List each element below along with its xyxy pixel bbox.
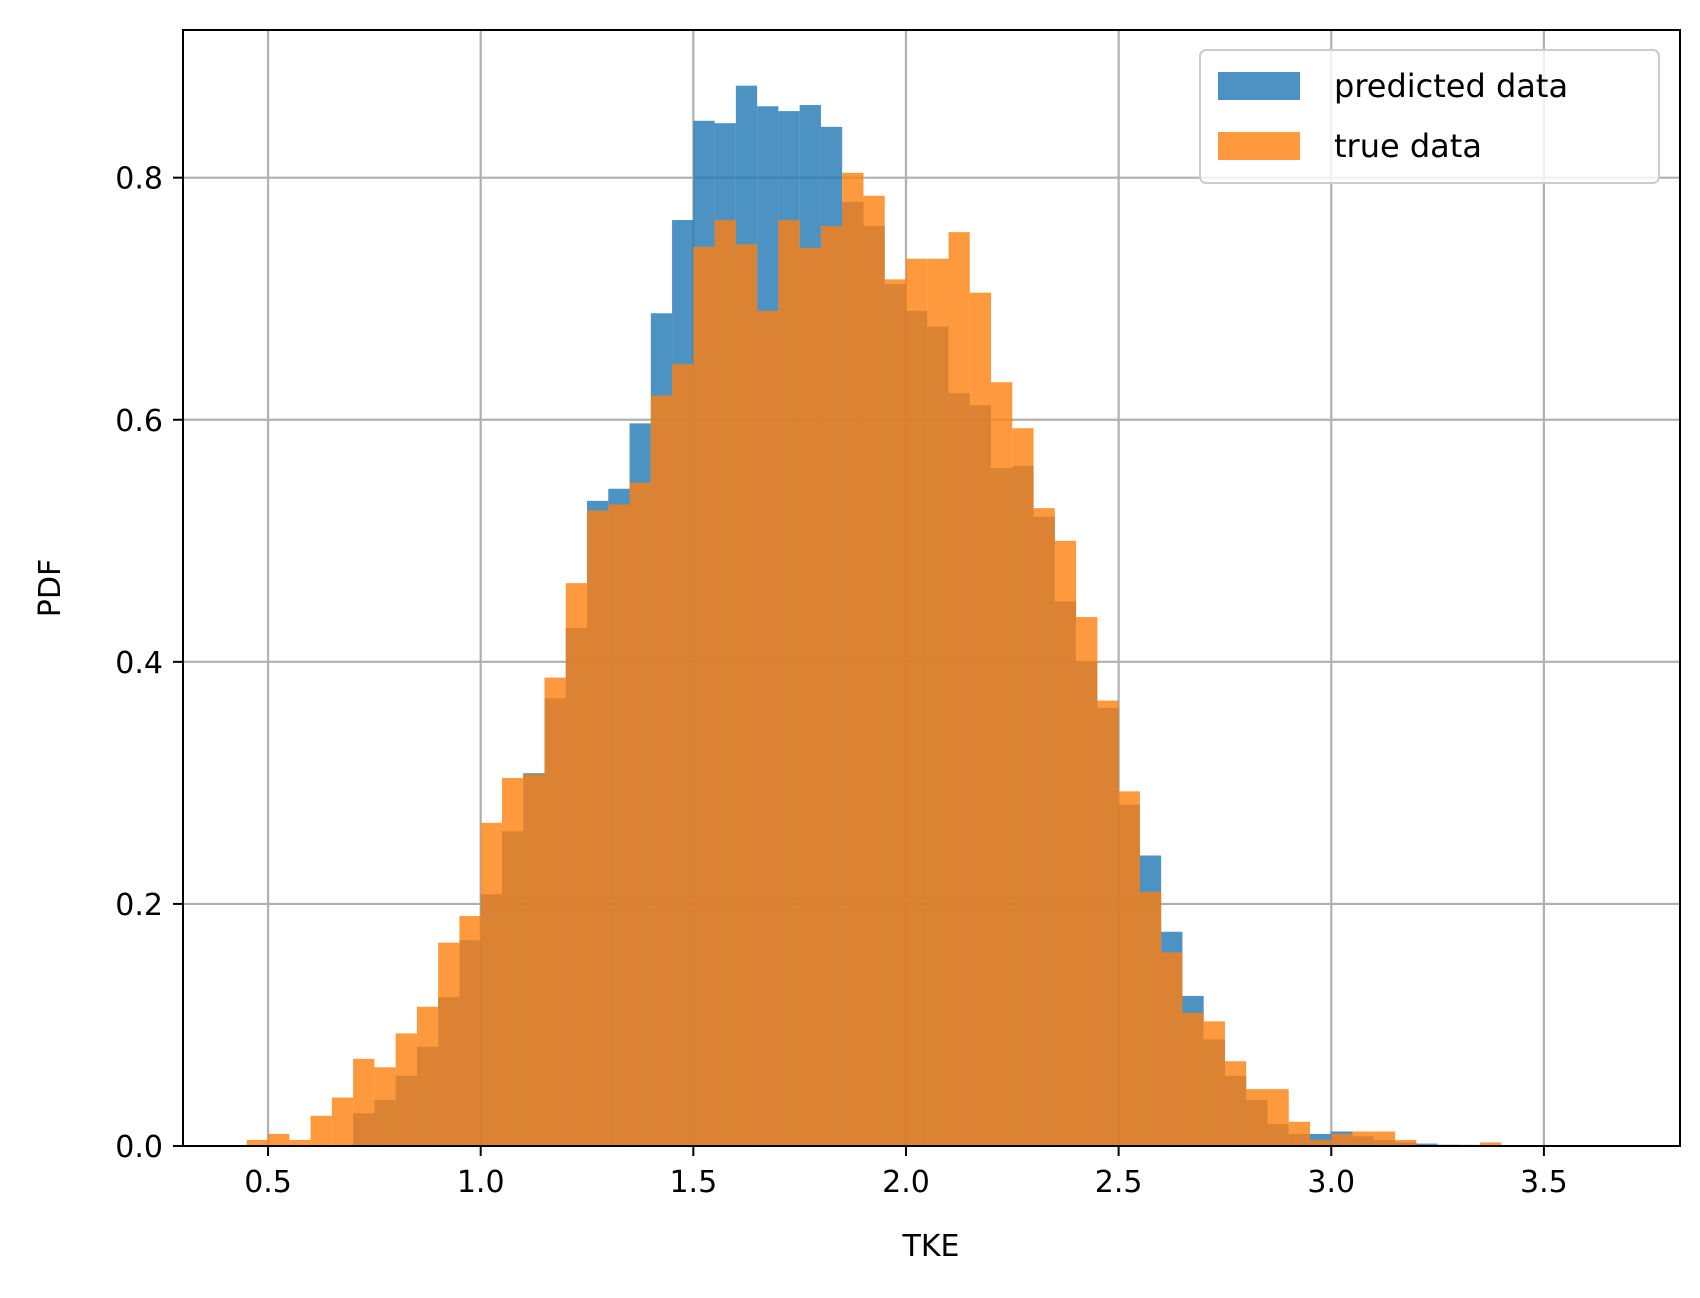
histogram-bar: [395, 1033, 417, 1146]
x-tick-label: 0.5: [244, 1165, 292, 1200]
histogram-bar: [778, 220, 800, 1146]
histogram-bar: [289, 1139, 311, 1146]
histogram-bar: [672, 364, 694, 1147]
y-tick-label: 0.8: [115, 162, 163, 197]
histogram-bar: [927, 258, 949, 1146]
histogram-bar: [1182, 1012, 1204, 1146]
histogram-bar: [1246, 1089, 1268, 1146]
histogram-bar: [650, 395, 673, 1147]
histogram-bar: [416, 1006, 439, 1146]
x-tick-label: 3.5: [1520, 1165, 1568, 1200]
plot-frame: [182, 29, 1681, 1147]
histogram-bar: [1139, 891, 1162, 1146]
histogram-bar: [608, 504, 630, 1146]
histogram-bar: [523, 774, 545, 1146]
legend-swatch-predicted: [1218, 72, 1300, 100]
histogram-bar: [1033, 508, 1055, 1146]
histogram-bar: [1331, 1133, 1353, 1146]
legend-swatch-true: [1218, 132, 1300, 160]
histogram-bar: [1352, 1131, 1374, 1146]
histogram-bar: [1118, 791, 1140, 1146]
histogram-bar: [693, 246, 715, 1147]
legend-box: [1199, 49, 1660, 184]
histogram-bar: [1267, 1089, 1289, 1146]
histogram-bar: [246, 1139, 269, 1146]
histogram-bar: [1097, 700, 1119, 1146]
x-axis-label: TKE: [902, 1229, 960, 1264]
histogram-bar: [374, 1067, 396, 1146]
histogram-bar: [353, 1058, 375, 1146]
histogram-bar: [842, 172, 864, 1147]
histogram-bars: [246, 85, 1502, 1147]
legend-label-true: true data: [1334, 127, 1482, 165]
histogram-bar: [820, 226, 843, 1146]
x-tick-label: 2.5: [1095, 1165, 1143, 1200]
x-tick-label: 3.0: [1307, 1165, 1355, 1200]
histogram-bar: [459, 916, 481, 1146]
histogram-bar: [587, 510, 609, 1146]
histogram-bar: [884, 279, 906, 1146]
histogram-bar: [735, 244, 758, 1147]
y-tick-label: 0.4: [115, 646, 163, 681]
histogram-bar: [629, 482, 651, 1146]
histogram-bar: [1480, 1142, 1502, 1146]
histogram-bar: [331, 1097, 354, 1146]
x-axis-ticks: 0.5 1.0 1.5 2.0 2.5 3.0 3.5: [244, 1146, 1568, 1200]
histogram-bar: [1395, 1139, 1417, 1146]
histogram-bar: [905, 258, 928, 1146]
histogram-bar: [863, 195, 885, 1146]
x-tick-label: 2.0: [882, 1165, 930, 1200]
histogram-bar: [969, 292, 992, 1146]
histogram-bar: [991, 382, 1013, 1146]
histogram-bar: [1012, 428, 1034, 1146]
legend: predicted data true data: [1199, 49, 1660, 184]
y-axis-ticks: 0.0 0.2 0.4 0.6 0.8: [115, 162, 183, 1165]
histogram-bar: [948, 232, 970, 1147]
histogram-bar: [1054, 540, 1077, 1146]
y-tick-label: 0.2: [115, 888, 163, 923]
y-tick-label: 0.6: [115, 404, 163, 439]
histogram-bar: [480, 822, 502, 1146]
x-tick-label: 1.5: [669, 1165, 717, 1200]
histogram-bar: [799, 247, 821, 1146]
histogram-bar: [1161, 952, 1183, 1146]
histogram-bar: [544, 677, 566, 1146]
histogram-bar: [714, 220, 736, 1146]
histogram-bar: [1076, 617, 1098, 1146]
x-tick-label: 1.0: [457, 1165, 505, 1200]
histogram-bar: [1373, 1131, 1396, 1146]
legend-label-predicted: predicted data: [1334, 67, 1568, 105]
histogram-bar: [438, 942, 460, 1146]
histogram-bar: [1203, 1021, 1225, 1146]
histogram-bar: [1224, 1061, 1247, 1146]
y-tick-label: 0.0: [115, 1130, 163, 1165]
histogram-bar: [268, 1133, 290, 1146]
histogram-bar: [757, 310, 779, 1146]
histogram-bar: [565, 583, 588, 1146]
histogram-bar: [1310, 1139, 1332, 1146]
histogram-bar: [501, 778, 524, 1146]
y-axis-label: PDF: [33, 559, 68, 617]
histogram-bar: [310, 1115, 332, 1146]
histogram-bar: [1288, 1121, 1311, 1146]
series-true-data: [246, 172, 1502, 1147]
